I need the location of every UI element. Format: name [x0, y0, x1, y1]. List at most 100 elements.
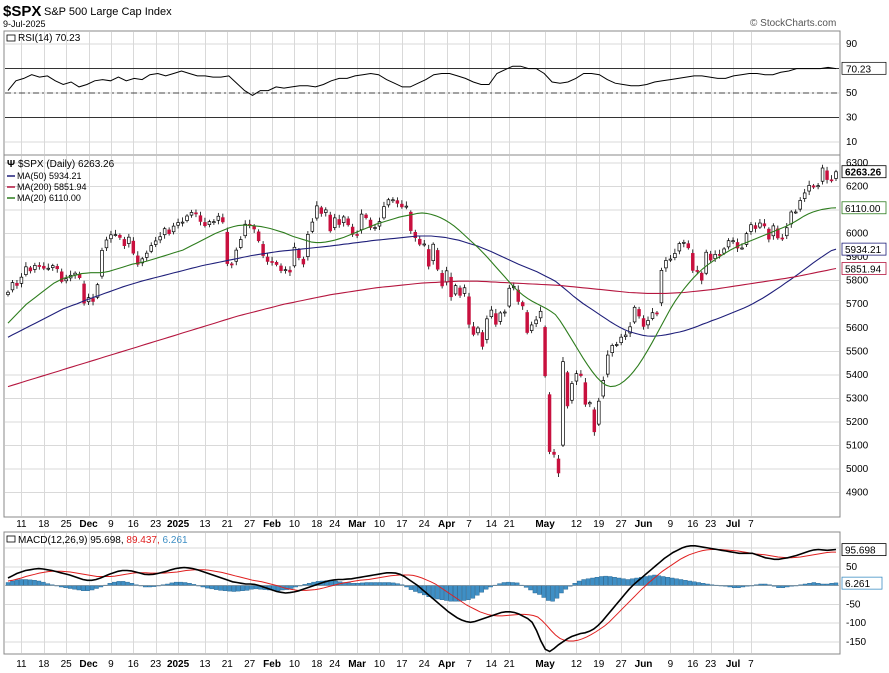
- macd-hist-bar: [581, 579, 586, 586]
- candle-body: [610, 345, 614, 353]
- candle-body: [145, 252, 149, 258]
- candle-body: [426, 249, 431, 267]
- candle-body: [525, 312, 529, 333]
- x-label-mid: 14: [486, 519, 498, 530]
- macd-hist-bar: [461, 585, 467, 601]
- macd-hist-bar: [205, 585, 210, 589]
- candle-body: [498, 312, 503, 322]
- macd-hist-bar: [621, 578, 626, 586]
- macd-hist-bar: [81, 585, 86, 591]
- candle-body: [699, 272, 704, 281]
- macd-panel: [3, 531, 841, 655]
- price-panel: [3, 154, 841, 518]
- x-label-mid: 11: [16, 519, 27, 530]
- macd-hist-bar: [466, 585, 471, 600]
- macd-hist-bar: [72, 585, 77, 590]
- macd-hist-bar: [373, 582, 378, 586]
- macd-hist-bar: [484, 585, 489, 590]
- macd-hist-bar: [585, 578, 591, 586]
- candle-body: [256, 231, 261, 242]
- ma200-line-value: 5851.94: [845, 264, 882, 275]
- candle-body: [606, 354, 610, 375]
- macd-value: 95.698: [845, 546, 876, 557]
- x-label-bottom: 10: [289, 659, 301, 670]
- x-label-bottom: May: [535, 659, 555, 670]
- candle-body: [740, 247, 744, 250]
- hist-value-box: [841, 576, 883, 590]
- x-label-bottom: 18: [311, 659, 323, 670]
- candle-body: [485, 318, 489, 340]
- candle-body: [324, 209, 328, 213]
- candle-body: [234, 249, 238, 262]
- macd-hist-bar: [669, 577, 675, 586]
- price-tick-label: 5100: [846, 440, 869, 451]
- macd-hist-bar: [125, 581, 130, 586]
- macd-hist-bar: [386, 582, 391, 586]
- price-tick-label: 5800: [846, 276, 869, 287]
- macd-hist-bar: [253, 585, 259, 590]
- macd-hist-bar: [656, 575, 662, 586]
- x-label-mid: 23: [705, 519, 717, 530]
- macd-hist-bar: [67, 585, 73, 589]
- candle-body: [435, 250, 440, 270]
- x-label-mid: May: [535, 519, 555, 530]
- macd-hist-bar: [236, 585, 241, 592]
- macd-hist-bar: [444, 585, 449, 601]
- candle-body: [516, 289, 520, 302]
- candle-body: [494, 313, 498, 325]
- candle-body: [55, 266, 59, 270]
- macd-hist-bar: [36, 580, 42, 586]
- x-label-bottom: Mar: [348, 659, 366, 670]
- candle-body: [789, 211, 793, 225]
- candle-body: [24, 266, 28, 275]
- candle-body: [641, 318, 646, 327]
- price-tick-label: 5600: [846, 323, 869, 334]
- candle-body: [46, 267, 51, 270]
- candle-body: [588, 402, 592, 405]
- macd-hist-bar: [537, 585, 542, 595]
- macd-hist-bar: [129, 583, 135, 586]
- candle-body: [467, 296, 471, 325]
- candle-body: [776, 228, 780, 239]
- candle-body: [646, 320, 650, 326]
- x-label-mid: Apr: [438, 519, 455, 530]
- macd-hist-bar: [107, 583, 113, 586]
- ma200-line: [7, 267, 837, 388]
- macd-hist-bar: [41, 581, 46, 586]
- x-label-bottom: Feb: [263, 659, 281, 670]
- x-label-mid: 9: [108, 519, 114, 530]
- x-label-bottom: Jun: [635, 659, 653, 670]
- candle-body: [570, 383, 574, 401]
- candle-body: [785, 227, 789, 237]
- candle-body: [162, 228, 167, 236]
- x-label-bottom: 21: [504, 659, 516, 670]
- x-label-mid: 27: [616, 519, 628, 530]
- candle-body: [471, 326, 476, 335]
- candle-body: [722, 248, 726, 254]
- candle-body: [574, 373, 579, 382]
- candle-body: [682, 242, 686, 244]
- price-tick-label: 6200: [846, 182, 869, 193]
- candle-body: [359, 213, 364, 230]
- candle-body: [664, 260, 668, 269]
- x-label-bottom: 21: [222, 659, 234, 670]
- candle-body: [274, 262, 279, 265]
- candle-body: [265, 256, 270, 262]
- candle-body: [538, 310, 543, 319]
- candle-body: [749, 224, 753, 232]
- candle-body: [556, 458, 561, 474]
- candle-body: [409, 211, 413, 231]
- watermark: © StockCharts.com: [750, 18, 836, 29]
- macd-title: MACD(12,26,9) 95.698, 89.437, 6.261: [18, 535, 188, 546]
- candle-body: [565, 372, 570, 407]
- candle-body: [346, 218, 350, 226]
- macd-hist-bar: [169, 582, 175, 586]
- macd-hist-bar: [227, 585, 232, 592]
- macd-hist-bar: [116, 581, 121, 586]
- macd-tick-label: -100: [846, 618, 866, 629]
- candle-body: [552, 451, 556, 455]
- macd-hist-bar: [174, 581, 179, 586]
- x-label-bottom: 13: [199, 659, 211, 670]
- candle-body: [104, 239, 109, 249]
